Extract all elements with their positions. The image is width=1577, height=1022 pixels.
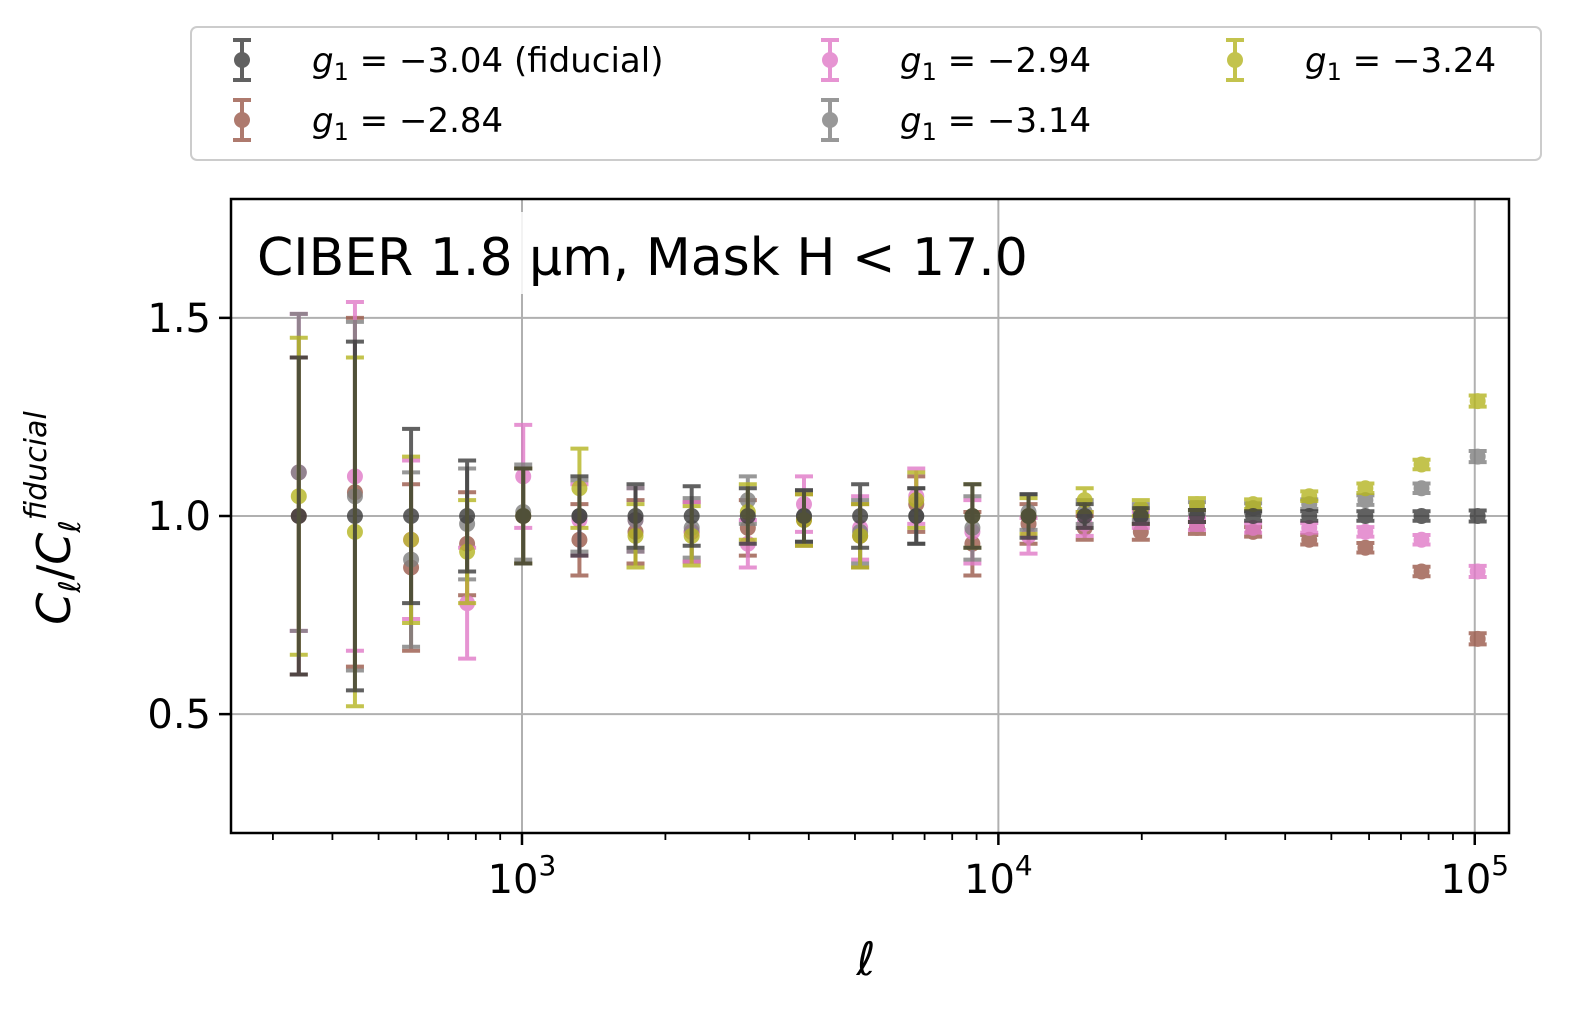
data-point: [1076, 508, 1093, 524]
data-point: [1301, 531, 1318, 548]
legend-frame: [190, 26, 1542, 161]
data-point: [739, 508, 756, 524]
legend: g1 = −3.04 (fiducial) g1 = −2.94 g1 = −3.2…: [190, 26, 1542, 161]
legend-label: g1 = −3.14: [900, 101, 1091, 146]
data-point: [795, 508, 812, 524]
legend-marker: [233, 38, 251, 82]
series-group: [289, 339, 1487, 693]
data-point: [1357, 539, 1374, 556]
x-tick-label: 103: [488, 849, 557, 903]
legend-marker: [233, 98, 251, 142]
legend-marker-dot: [234, 112, 250, 128]
legend-label: g1 = −3.04 (fiducial): [312, 41, 663, 86]
data-point: [290, 508, 307, 524]
data-point: [1413, 508, 1430, 524]
data-point: [1245, 508, 1262, 524]
data-point: [1413, 531, 1430, 548]
data-point: [1469, 563, 1486, 580]
legend-entry: g1 = −3.04 (fiducial): [233, 38, 663, 86]
data-point: [1357, 508, 1374, 524]
data-point: [1469, 393, 1486, 410]
data-point: [1245, 496, 1262, 513]
data-point: [403, 508, 420, 524]
legend-entry: g1 = −2.94: [821, 38, 1091, 86]
y-tick-label: 1.5: [147, 296, 211, 342]
data-point: [1020, 508, 1037, 524]
data-point: [459, 508, 476, 524]
data-point: [1245, 519, 1262, 536]
data-point: [346, 508, 363, 524]
axis-ticks: 103 104 105 0.5 1.0 1.5: [147, 296, 1509, 903]
legend-marker-dot: [822, 52, 838, 68]
data-point: [1357, 492, 1374, 509]
annotation-background: [250, 212, 990, 294]
legend-entry: g1 = −3.24: [1226, 38, 1496, 86]
data-point: [1413, 480, 1430, 497]
data-point: [852, 508, 869, 524]
y-tick-label: 0.5: [147, 692, 211, 738]
y-axis-label: Cℓ/Cℓfiducial: [19, 411, 88, 625]
data-point: [1132, 508, 1149, 524]
data-point: [1469, 448, 1486, 465]
data-point: [571, 508, 588, 524]
x-tick-label: 104: [964, 849, 1033, 903]
x-axis-label: ℓ: [855, 932, 875, 986]
legend-marker: [821, 98, 839, 142]
legend-entry: g1 = −3.14: [821, 98, 1091, 146]
legend-marker: [821, 38, 839, 82]
data-point: [1301, 508, 1318, 524]
data-point: [1413, 563, 1430, 580]
svg-text:Cℓ/Cℓfiducial: Cℓ/Cℓfiducial: [19, 411, 88, 625]
data-point: [1413, 456, 1430, 473]
data-point: [908, 508, 925, 524]
data-point: [1188, 508, 1205, 524]
data-layer: [289, 300, 1487, 709]
legend-label: g1 = −3.24: [1305, 41, 1496, 86]
legend-marker-dot: [822, 112, 838, 128]
data-point: [1357, 523, 1374, 540]
data-point: [627, 508, 644, 524]
y-tick-label: 1.0: [147, 494, 211, 540]
legend-marker: [1226, 38, 1244, 82]
legend-entry: g1 = −2.84: [233, 98, 503, 146]
data-point: [1301, 488, 1318, 505]
legend-marker-dot: [1227, 52, 1243, 68]
data-point: [964, 508, 981, 524]
x-tick-label: 105: [1440, 849, 1509, 903]
legend-label: g1 = −2.94: [900, 41, 1091, 86]
grid: [231, 199, 1509, 833]
data-point: [1357, 480, 1374, 497]
data-point: [515, 508, 532, 524]
data-point: [683, 508, 700, 524]
legend-label: g1 = −2.84: [312, 101, 503, 146]
legend-marker-dot: [234, 52, 250, 68]
chart-annotation: CIBER 1.8 μm, Mask H < 17.0: [257, 228, 1028, 288]
data-point: [1469, 508, 1486, 524]
plot-area: 103 104 105 0.5 1.0 1.5 CIBER 1.8 μm, Mask H …: [147, 197, 1511, 903]
data-point: [1301, 519, 1318, 536]
data-point: [1469, 630, 1486, 647]
